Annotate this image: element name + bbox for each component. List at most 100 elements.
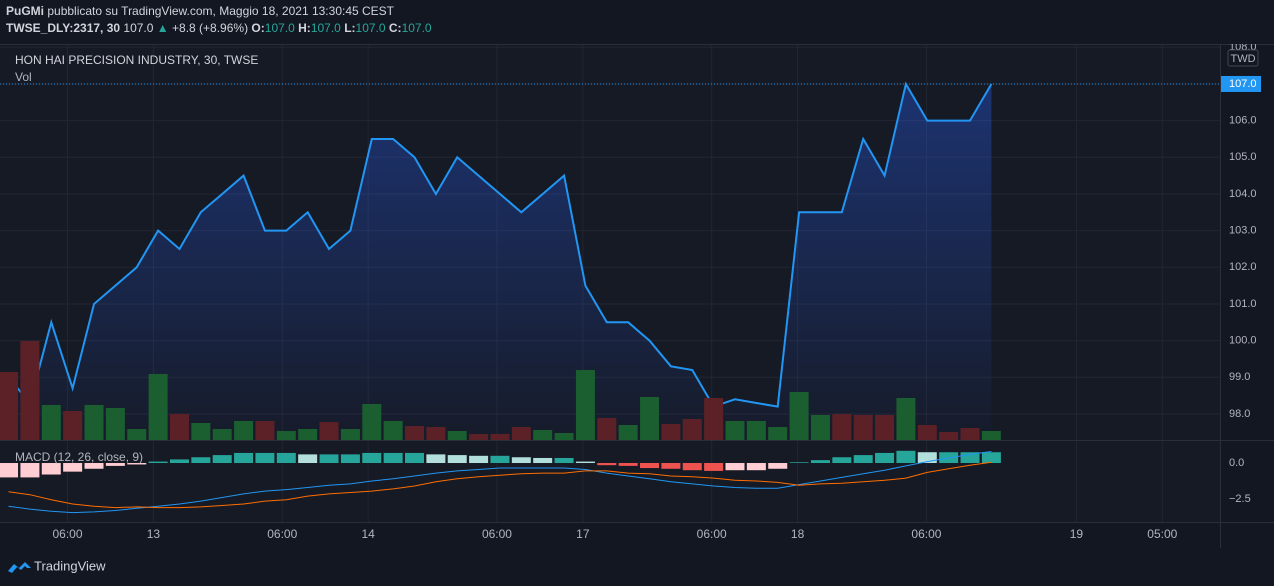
x-tick-label: 06:00 (267, 527, 297, 541)
y-tick-label: 99.0 (1229, 371, 1250, 383)
macd-histogram-bar (234, 452, 254, 464)
header-line: PuGMi pubblicato su TradingView.com, Mag… (6, 4, 395, 18)
price-line (7, 81, 993, 408)
volume-bar (554, 433, 574, 440)
x-tick-label: 17 (576, 527, 590, 541)
macd-histogram-bar (554, 457, 574, 464)
macd-histogram-bar (896, 450, 916, 464)
macd-histogram-bar (362, 452, 382, 464)
ohlc-label: H: (298, 21, 311, 35)
macd-histogram-bar (575, 461, 595, 464)
macd-histogram-bar (0, 463, 19, 478)
x-tick-label: 06:00 (482, 527, 512, 541)
macd-histogram-bar (255, 452, 275, 464)
volume-bar (298, 429, 318, 440)
ohlc-label: O: (251, 21, 264, 35)
macd-histogram-bar (426, 454, 446, 464)
volume-bar (41, 405, 61, 440)
series-title: HON HAI PRECISION INDUSTRY, 30, TWSE (15, 53, 258, 67)
volume-bar (426, 427, 446, 440)
volume-bar (234, 421, 254, 440)
ohlc-label: C: (389, 21, 402, 35)
ohlc-value: 107.0 (265, 21, 295, 35)
volume-bar (276, 431, 296, 440)
volume-bar (960, 428, 980, 440)
macd-histogram-bar (405, 452, 425, 464)
x-tick-label: 06:00 (697, 527, 727, 541)
y-tick-label: 106.0 (1229, 115, 1257, 127)
macd-histogram-bar (148, 461, 168, 464)
publisher: PuGMi (6, 4, 44, 18)
volume-bar (319, 422, 339, 440)
volume-bar (340, 429, 360, 440)
ohlc-value: 107.0 (356, 21, 386, 35)
volume-bar (383, 421, 403, 440)
y-tick-label: 98.0 (1229, 408, 1250, 420)
volume-bar (661, 424, 681, 440)
macd-histogram-bar (789, 462, 809, 464)
volume-bar (469, 434, 489, 440)
volume-bar (640, 397, 660, 440)
volume-bar (725, 421, 745, 440)
macd-histogram-bar (383, 452, 403, 464)
x-tick-label: 06:00 (911, 527, 941, 541)
published: pubblicato su TradingView.com, Maggio 18… (47, 4, 394, 18)
symbol-line: TWSE_DLY:2317, 30 107.0 ▲ +8.8 (+8.96%) … (6, 21, 432, 35)
macd-histogram-bar (191, 457, 211, 464)
volume-bar (618, 425, 638, 440)
volume-bar (939, 432, 959, 440)
y-tick-label: 104.0 (1229, 188, 1257, 200)
currency: TWD (1230, 53, 1255, 65)
y-tick-label: −2.5 (1229, 493, 1251, 505)
logo (8, 562, 31, 573)
macd-histogram-bar (875, 452, 895, 464)
ohlc-label: L: (344, 21, 355, 35)
volume-bar (362, 404, 382, 440)
volume-bar (490, 434, 510, 440)
currency-box (1227, 49, 1259, 67)
macd-histogram-bar (63, 463, 83, 472)
macd-histogram-bar (41, 463, 61, 475)
macd-histogram-bar (511, 457, 531, 464)
macd-line (8, 451, 992, 514)
volume-bar (533, 430, 553, 440)
volume-bar (127, 429, 147, 440)
volume-bar (853, 415, 873, 440)
volume-bar (84, 405, 104, 440)
last: 107.0 (123, 21, 153, 35)
volume-bar (212, 429, 232, 440)
ohlc-value: 107.0 (402, 21, 432, 35)
change: +8.8 (+8.96%) (172, 21, 248, 35)
y-tick-label: 102.0 (1229, 261, 1257, 273)
macd-histogram-bar (447, 455, 467, 464)
symbol: TWSE_DLY:2317, 30 (6, 21, 120, 35)
macd-histogram-bar (853, 455, 873, 464)
macd-histogram-bar (981, 452, 1001, 464)
y-tick-label: 105.0 (1229, 151, 1257, 163)
macd-line (8, 461, 992, 509)
volume-bar (789, 392, 809, 440)
macd-histogram-bar (469, 455, 489, 464)
x-tick-label: 18 (791, 527, 805, 541)
macd-histogram-bar (533, 457, 553, 464)
y-tick-label: 0.0 (1229, 457, 1244, 469)
macd-histogram-bar (618, 463, 638, 466)
macd-histogram-bar (127, 463, 147, 465)
macd-histogram-bar (597, 463, 617, 466)
ohlc-value: 107.0 (311, 21, 341, 35)
macd-histogram-bar (20, 463, 40, 478)
volume-bar (704, 398, 724, 440)
x-tick-label: 13 (147, 527, 161, 541)
volume-bar (447, 431, 467, 440)
volume-bar (575, 370, 595, 440)
volume-bar (105, 408, 125, 440)
macd-title: MACD (12, 26, close, 9) (15, 450, 143, 464)
volume-bar (981, 431, 1001, 440)
macd-histogram-bar (640, 463, 660, 469)
macd-histogram-bar (661, 463, 681, 469)
volume-bar (768, 427, 788, 440)
volume-bar (148, 374, 168, 440)
macd-histogram-bar (682, 463, 702, 471)
volume-bar (0, 372, 19, 440)
macd-histogram-bar (105, 463, 125, 466)
